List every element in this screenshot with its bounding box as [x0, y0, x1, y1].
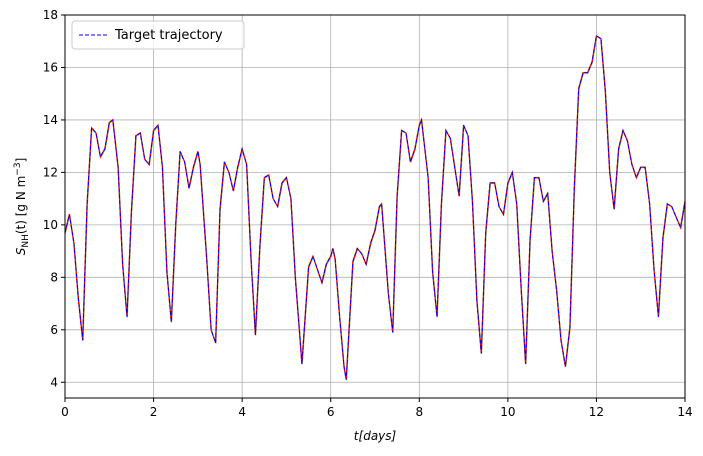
y-axis-label-superscript: −3 — [13, 162, 23, 175]
x-tick-label: 4 — [238, 405, 246, 419]
y-tick-label: 4 — [50, 375, 58, 389]
y-tick-label: 8 — [50, 270, 58, 284]
series-line-green — [64, 35, 686, 381]
series-layer — [64, 34, 686, 381]
series-line-target — [64, 35, 686, 380]
x-axis-label-var: t — [354, 429, 360, 443]
y-axis-ticks: 4 6 8 10 12 14 16 18 — [43, 8, 65, 389]
y-tick-label: 14 — [43, 113, 58, 127]
x-tick-label: 8 — [415, 405, 423, 419]
y-tick-label: 6 — [50, 323, 58, 337]
x-axis-label: t[days] — [354, 429, 397, 443]
series-line-red — [64, 35, 686, 380]
plot-frame — [64, 14, 686, 399]
y-axis-label-rest: (t) [g N m — [14, 176, 28, 234]
x-axis-label-unit: [days] — [359, 429, 397, 443]
y-axis-label: SNH(t) [g N m−3] — [13, 158, 31, 256]
x-tick-label: 10 — [500, 405, 515, 419]
y-axis-label-close: ] — [14, 158, 28, 163]
x-tick-label: 0 — [61, 405, 69, 419]
series-line-orange — [64, 34, 686, 380]
legend-box — [71, 20, 245, 50]
y-axis-label-subscript: NH — [21, 234, 31, 248]
y-tick-label: 18 — [43, 8, 58, 22]
legend: Target trajectory — [71, 20, 245, 50]
y-tick-label: 12 — [43, 165, 58, 179]
x-tick-label: 6 — [327, 405, 335, 419]
y-tick-label: 16 — [43, 60, 58, 74]
grid-lines — [64, 14, 686, 398]
legend-label-target: Target trajectory — [114, 28, 223, 43]
y-tick-label: 10 — [43, 218, 58, 232]
x-tick-label: 2 — [150, 405, 158, 419]
y-axis-label-symbol: S — [14, 247, 28, 255]
x-tick-label: 12 — [589, 405, 604, 419]
x-tick-label: 14 — [677, 405, 692, 419]
x-axis-ticks: 0 2 4 6 8 10 12 14 — [61, 398, 693, 419]
